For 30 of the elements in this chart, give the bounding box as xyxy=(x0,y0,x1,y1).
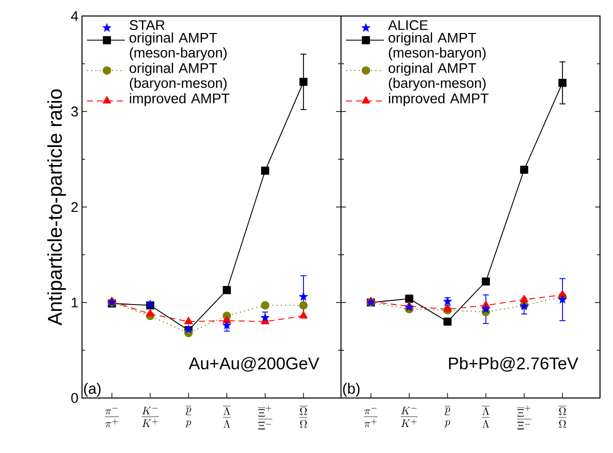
y-tick-label: 4 xyxy=(71,11,78,21)
x-tick-label: $\frac{\overline{p}}{p}$ xyxy=(444,406,450,428)
legend-label: ALICE xyxy=(388,20,428,30)
x-tick-label: $\frac{\overline{\Lambda}}{\Lambda}$ xyxy=(223,406,231,428)
x-tick-label: $\frac{\overline{\Lambda}}{\Lambda}$ xyxy=(482,406,490,428)
annotation: Pb+Pb@2.76TeV xyxy=(449,356,578,372)
y-tick-label: 0 xyxy=(71,393,78,403)
legend-label: improved AMPT xyxy=(388,93,488,106)
x-tick-label: $\frac{\overline{\Xi}^+}{\Xi^-}$ xyxy=(258,406,272,430)
x-tick-label: $\frac{\pi^-}{\pi^+}$ xyxy=(364,408,378,428)
legend-label: improved AMPT xyxy=(130,93,230,106)
legend-label: STAR xyxy=(130,20,165,30)
x-tick-label: $\frac{\overline{\Xi}^+}{\Xi^-}$ xyxy=(516,406,532,430)
y-tick-label: 1 xyxy=(72,298,78,308)
y-tick-label: 3 xyxy=(71,106,78,116)
annotation: (a) xyxy=(84,382,101,397)
annotation: Au+Au@200GeV xyxy=(188,356,320,372)
legend-label: original AMPT (meson-baryon) xyxy=(388,32,486,60)
x-tick-label: $\frac{K^-}{K^+}$ xyxy=(400,406,418,427)
y-tick-label: 2 xyxy=(71,202,78,212)
x-tick-label: $\frac{K^-}{K^+}$ xyxy=(142,406,159,427)
x-tick-label: $\frac{\pi^-}{\pi^+}$ xyxy=(105,408,119,428)
annotation: (b) xyxy=(343,382,360,397)
legend-label: original AMPT (baryon-meson) xyxy=(130,62,227,91)
legend-label: original AMPT (meson-baryon) xyxy=(130,32,227,60)
x-tick-label: $\frac{\overline{\Omega}}{\Omega}$ xyxy=(300,406,308,428)
x-tick-label: $\frac{\overline{p}}{p}$ xyxy=(185,406,192,428)
x-tick-label: $\frac{\overline{\Omega}}{\Omega}$ xyxy=(558,406,566,428)
y-axis-title: Antiparticle-to-particle ratio xyxy=(47,89,66,326)
legend-label: original AMPT (baryon-meson) xyxy=(388,62,486,91)
